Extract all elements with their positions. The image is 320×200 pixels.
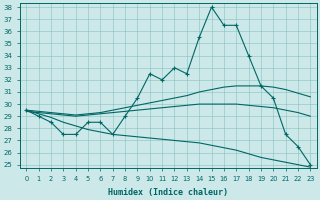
X-axis label: Humidex (Indice chaleur): Humidex (Indice chaleur) [108,188,228,197]
